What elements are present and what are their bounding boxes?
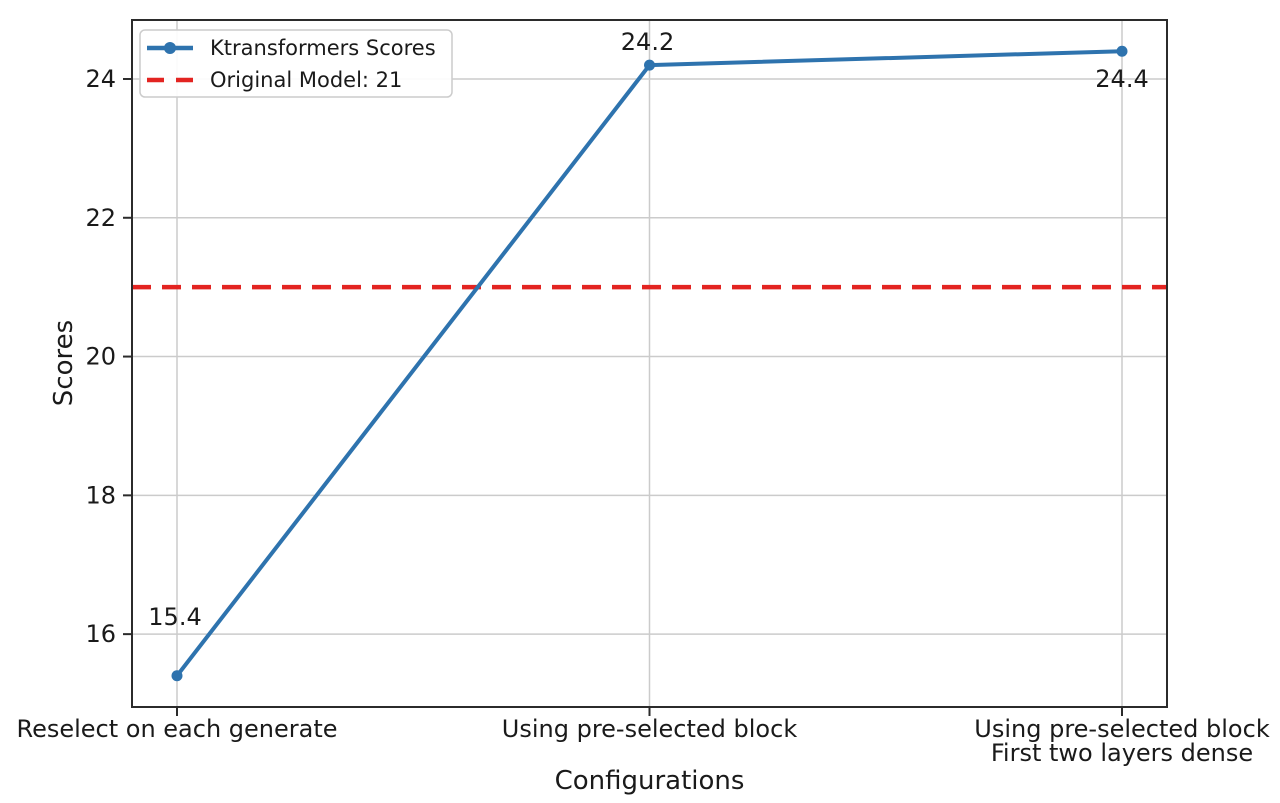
data-point-label: 15.4 <box>148 603 201 631</box>
x-tick-label: Reselect on each generate <box>16 715 337 743</box>
legend-label: Original Model: 21 <box>210 68 402 92</box>
x-tick-label: Using pre-selected block First two layers… <box>974 715 1270 767</box>
y-tick-label: 24 <box>85 65 116 93</box>
legend-marker-sample <box>164 42 176 54</box>
y-tick-label: 22 <box>85 204 116 232</box>
x-axis-title: Configurations <box>555 766 745 796</box>
y-tick-label: 20 <box>85 343 116 371</box>
data-point-marker <box>171 670 183 682</box>
legend-label: Ktransformers Scores <box>210 36 436 60</box>
legend: Ktransformers Scores Original Model: 21 <box>139 29 453 98</box>
y-tick-label: 16 <box>85 620 116 648</box>
legend-box <box>139 29 453 98</box>
y-axis-title: Scores <box>49 320 79 406</box>
x-tick-label: Using pre-selected block <box>502 715 798 743</box>
plot-border <box>131 19 1168 708</box>
y-tick-label: 18 <box>85 481 116 509</box>
data-point-marker <box>1116 45 1128 57</box>
data-point-label: 24.4 <box>1095 65 1148 93</box>
data-point-marker <box>644 59 655 71</box>
data-point-label: 24.2 <box>621 28 674 56</box>
